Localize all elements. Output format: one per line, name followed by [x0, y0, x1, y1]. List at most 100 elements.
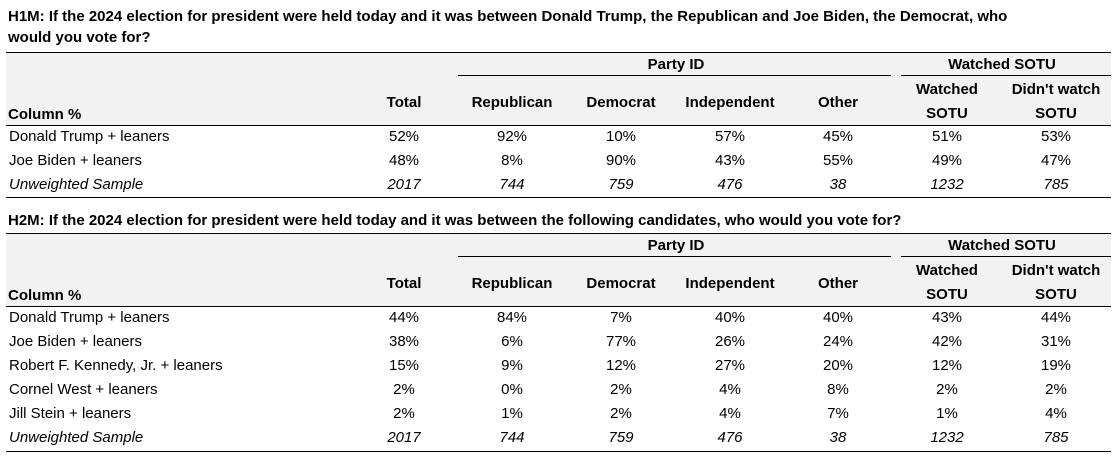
h1-header-independent: Independent [685, 94, 775, 111]
h1-header-other: Other [817, 94, 859, 111]
cell-republican: 92% [496, 128, 528, 145]
cell-republican: 1% [501, 405, 523, 422]
table-row-sample: Unweighted Sample 2017 744 759 476 38 12… [6, 429, 1111, 453]
cell-republican: 6% [501, 333, 523, 350]
cell-republican: 84% [496, 309, 528, 326]
h2-header-other: Other [817, 275, 859, 292]
cell-independent: 4% [719, 405, 741, 422]
cell-independent: 27% [714, 357, 746, 374]
cell-didnt-watch: 785 [1043, 429, 1069, 446]
cell-didnt-watch: 19% [1040, 357, 1072, 374]
cell-didnt-watch: 44% [1040, 309, 1072, 326]
cell-democrat: 12% [605, 357, 637, 374]
cell-democrat: 2% [610, 405, 632, 422]
cell-democrat: 2% [610, 381, 632, 398]
cell-other: 7% [827, 405, 849, 422]
table-row-sample: Unweighted Sample 2017 744 759 476 38 12… [6, 176, 1111, 200]
cell-total: 2017 [387, 429, 421, 446]
row-label: Cornel West + leaners [9, 381, 158, 398]
cell-didnt-watch: 4% [1045, 405, 1067, 422]
h1-question-line2: would you vote for? [8, 29, 151, 46]
cell-other: 8% [827, 381, 849, 398]
h2-header-democrat: Democrat [586, 275, 656, 292]
cell-watched: 49% [931, 152, 963, 169]
cell-democrat: 7% [610, 309, 632, 326]
table-row: Joe Biden + leaners 38% 6% 77% 26% 24% 4… [6, 333, 1111, 357]
h1-column-label: Column % [8, 106, 82, 123]
h2-sotu-rule [901, 256, 1111, 257]
cell-total: 2% [393, 381, 415, 398]
row-label: Joe Biden + leaners [9, 333, 143, 350]
h1-question-line1: H1M: If the 2024 election for president … [8, 8, 1008, 25]
h2-column-label: Column % [8, 287, 82, 304]
cell-independent: 40% [714, 309, 746, 326]
cell-watched: 1232 [930, 429, 964, 446]
row-label: Joe Biden + leaners [9, 152, 143, 169]
cell-other: 20% [822, 357, 854, 374]
row-label: Jill Stein + leaners [9, 405, 132, 422]
cell-watched: 2% [936, 381, 958, 398]
cell-other: 40% [822, 309, 854, 326]
h1-header-watched-line1: Watched [916, 81, 978, 98]
cell-total: 15% [388, 357, 420, 374]
h2-table-header: Party ID Watched SOTU Column % Total Rep… [6, 233, 1111, 307]
cell-other: 24% [822, 333, 854, 350]
h1-party-rule [458, 75, 891, 76]
cell-other: 38 [829, 429, 847, 446]
cell-didnt-watch: 53% [1040, 128, 1072, 145]
cell-didnt-watch: 2% [1045, 381, 1067, 398]
cell-total: 2% [393, 405, 415, 422]
h1-table-bottom-rule [6, 197, 1111, 198]
table-row: Cornel West + leaners 2% 0% 2% 4% 8% 2% … [6, 381, 1111, 405]
cell-total: 52% [388, 128, 420, 145]
cell-independent: 476 [717, 176, 743, 193]
h2-question: H2M: If the 2024 election for president … [8, 212, 902, 229]
h2-group-watched-sotu: Watched SOTU [948, 237, 1056, 254]
h2-header-independent: Independent [685, 275, 775, 292]
h1-sotu-rule [901, 75, 1111, 76]
cell-watched: 51% [931, 128, 963, 145]
cell-other: 55% [822, 152, 854, 169]
cell-total: 2017 [387, 176, 421, 193]
h2-header-watched-line1: Watched [916, 262, 978, 279]
cell-republican: 9% [501, 357, 523, 374]
table-row: Joe Biden + leaners 48% 8% 90% 43% 55% 4… [6, 152, 1111, 176]
h1-header-watched-line2: SOTU [926, 105, 968, 122]
h1-table-header: Party ID Watched SOTU Column % Total Rep… [6, 52, 1111, 126]
h1-group-watched-sotu: Watched SOTU [948, 56, 1056, 73]
cell-didnt-watch: 31% [1040, 333, 1072, 350]
table-row: Donald Trump + leaners 44% 84% 7% 40% 40… [6, 309, 1111, 333]
h1-header-didnt-watch-line2: SOTU [1035, 105, 1077, 122]
cell-independent: 57% [714, 128, 746, 145]
h2-header-total: Total [386, 275, 422, 292]
cell-watched: 43% [931, 309, 963, 326]
cell-total: 38% [388, 333, 420, 350]
cell-democrat: 759 [608, 429, 634, 446]
cell-watched: 1232 [930, 176, 964, 193]
cell-republican: 744 [499, 429, 525, 446]
cell-total: 48% [388, 152, 420, 169]
h2-table-bottom-rule [6, 451, 1111, 452]
table-row: Jill Stein + leaners 2% 1% 2% 4% 7% 1% 4… [6, 405, 1111, 429]
h1-header-republican: Republican [471, 94, 553, 111]
cell-independent: 476 [717, 429, 743, 446]
cell-total: 44% [388, 309, 420, 326]
table-row: Robert F. Kennedy, Jr. + leaners 15% 9% … [6, 357, 1111, 381]
h2-header-watched-line2: SOTU [926, 286, 968, 303]
h1-group-party-id: Party ID [647, 56, 705, 73]
h1-header-total: Total [386, 94, 422, 111]
h2-party-rule [458, 256, 891, 257]
cell-watched: 12% [931, 357, 963, 374]
cell-democrat: 77% [605, 333, 637, 350]
cell-didnt-watch: 47% [1040, 152, 1072, 169]
cell-democrat: 759 [608, 176, 634, 193]
cell-republican: 744 [499, 176, 525, 193]
row-label: Robert F. Kennedy, Jr. + leaners [9, 357, 223, 374]
h2-header-didnt-watch-line1: Didn't watch [1011, 262, 1101, 279]
h2-header-didnt-watch-line2: SOTU [1035, 286, 1077, 303]
h2-group-party-id: Party ID [647, 237, 705, 254]
table-row: Donald Trump + leaners 52% 92% 10% 57% 4… [6, 128, 1111, 152]
cell-independent: 43% [714, 152, 746, 169]
cell-other: 38 [829, 176, 847, 193]
cell-watched: 42% [931, 333, 963, 350]
